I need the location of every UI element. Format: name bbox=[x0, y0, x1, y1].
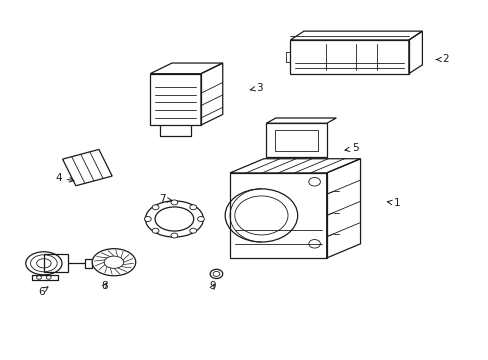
Text: 1: 1 bbox=[386, 198, 399, 208]
Text: 4: 4 bbox=[55, 173, 74, 183]
Circle shape bbox=[37, 276, 41, 279]
Ellipse shape bbox=[26, 252, 62, 275]
Circle shape bbox=[152, 228, 159, 233]
Text: 3: 3 bbox=[250, 83, 262, 93]
Ellipse shape bbox=[92, 249, 136, 276]
Text: 7: 7 bbox=[159, 194, 172, 204]
Circle shape bbox=[197, 216, 204, 221]
Circle shape bbox=[171, 200, 178, 205]
Circle shape bbox=[46, 276, 51, 279]
Text: 5: 5 bbox=[344, 143, 358, 153]
Circle shape bbox=[171, 233, 178, 238]
Circle shape bbox=[189, 205, 196, 210]
Text: 6: 6 bbox=[38, 287, 48, 297]
Text: 8: 8 bbox=[101, 281, 107, 291]
Circle shape bbox=[144, 216, 151, 221]
Ellipse shape bbox=[145, 201, 203, 237]
Ellipse shape bbox=[104, 256, 123, 268]
Circle shape bbox=[189, 228, 196, 233]
Circle shape bbox=[152, 205, 159, 210]
Text: 2: 2 bbox=[435, 54, 447, 64]
Circle shape bbox=[210, 269, 223, 279]
Text: 9: 9 bbox=[209, 281, 216, 291]
